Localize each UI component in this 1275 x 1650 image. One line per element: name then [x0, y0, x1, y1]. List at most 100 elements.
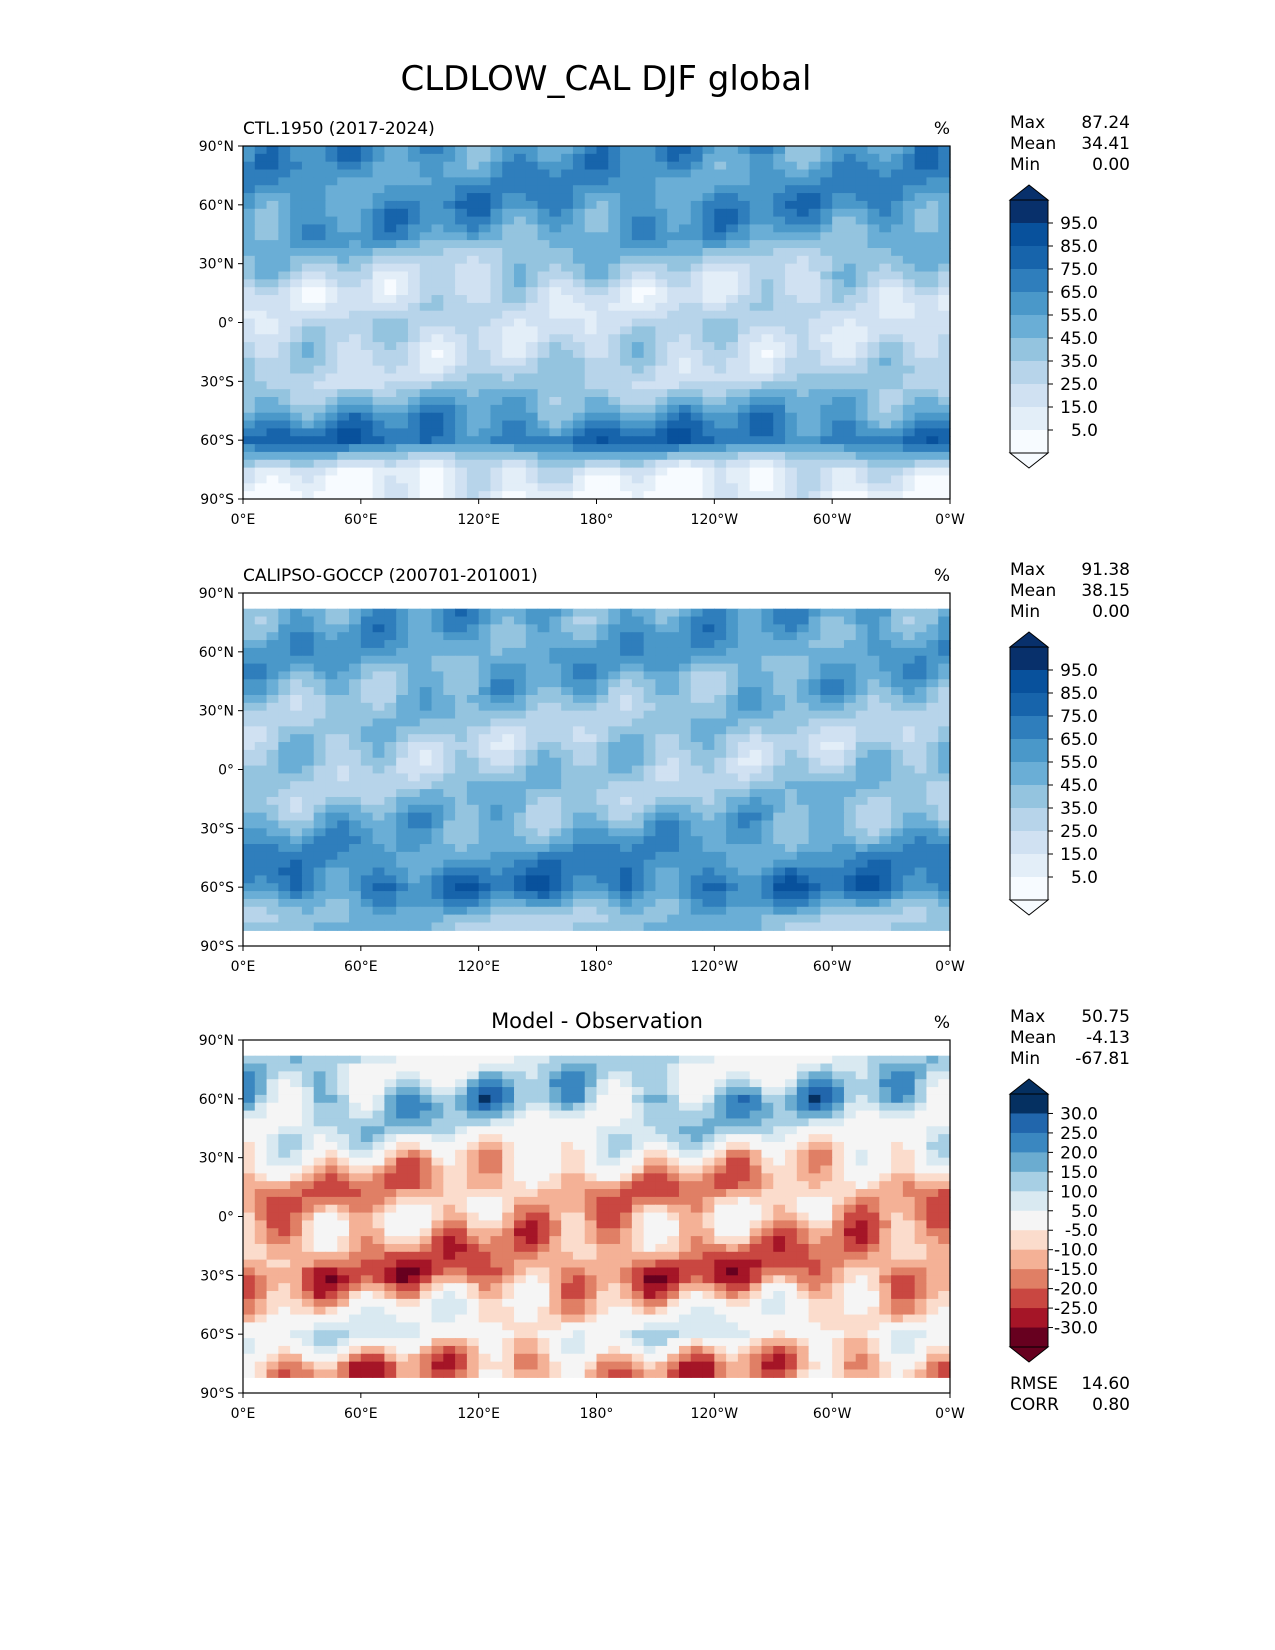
map-cell — [266, 679, 279, 688]
map-cell — [820, 718, 833, 727]
panel-observation: 0°E 60°E 120°E 180° 120°W 60°W 0°W90°N60°N30°N… — [199, 560, 1130, 975]
map-cell — [419, 193, 433, 202]
map-cell — [514, 177, 527, 186]
map-cell — [502, 859, 515, 869]
map-cell — [266, 193, 279, 202]
map-cell — [396, 671, 409, 680]
map-cell — [584, 851, 598, 861]
map-cell — [396, 789, 409, 798]
map-cell — [502, 295, 515, 304]
map-cell — [938, 710, 951, 720]
map-cell — [325, 844, 338, 853]
map-cell — [891, 161, 904, 171]
map-cell — [466, 671, 480, 680]
map-cell — [808, 271, 821, 280]
map-cell — [667, 153, 680, 163]
map-cell — [243, 687, 256, 696]
map-cell — [832, 781, 845, 790]
map-cell — [349, 334, 362, 343]
map-cell — [749, 428, 763, 437]
map-cell — [785, 397, 798, 406]
map-cell — [726, 263, 739, 273]
map-cell — [443, 671, 456, 680]
map-cell — [584, 326, 598, 335]
map-cell — [360, 742, 374, 751]
map-cell — [926, 287, 939, 296]
map-cell — [737, 718, 751, 727]
map-cell — [879, 373, 892, 382]
map-cell — [737, 624, 751, 633]
map-cell — [832, 310, 845, 320]
map-cell — [879, 844, 892, 853]
map-cell — [914, 451, 928, 461]
map-cell — [443, 820, 456, 829]
map-cell — [726, 608, 739, 618]
map-cell — [820, 679, 833, 688]
map-cell — [773, 412, 786, 422]
map-cell — [737, 467, 751, 477]
colorbar-tick-label: 5.0 — [1071, 421, 1098, 441]
colorbar-tick-label: 45.0 — [1060, 329, 1098, 349]
map-cell — [643, 310, 657, 320]
map-cell — [667, 483, 680, 492]
map-cell — [301, 146, 315, 155]
map-cell — [278, 169, 291, 178]
map-cell — [478, 640, 492, 649]
map-cell — [678, 781, 692, 790]
map-cell — [360, 247, 374, 257]
map-cell — [596, 224, 609, 233]
map-cell — [914, 467, 928, 477]
map-cell — [678, 475, 692, 484]
map-cell — [372, 161, 385, 171]
map-cell — [325, 459, 338, 469]
map-cell — [313, 726, 327, 735]
map-cell — [537, 749, 550, 759]
map-cell — [855, 687, 869, 696]
map-cell — [372, 718, 385, 727]
map-cell — [514, 169, 527, 178]
map-cell — [466, 891, 480, 900]
map-cell — [608, 436, 621, 445]
map-cell — [867, 742, 880, 751]
map-cell — [349, 318, 362, 328]
map-cell — [785, 616, 798, 625]
map-cell — [549, 185, 562, 194]
map-cell — [372, 789, 385, 798]
map-cell — [349, 365, 362, 375]
map-cell — [891, 702, 904, 712]
map-cell — [525, 491, 539, 500]
map-cell — [879, 836, 892, 845]
map-cell — [820, 216, 833, 226]
map-cell — [785, 640, 798, 649]
map-cell — [514, 891, 527, 900]
map-cell — [561, 420, 574, 429]
map-cell — [902, 734, 916, 743]
map-cell — [537, 326, 550, 335]
map-cell — [938, 224, 951, 233]
map-cell — [290, 177, 303, 186]
map-cell — [631, 718, 645, 727]
colorbar-bin — [1010, 407, 1048, 431]
map-cell — [443, 177, 456, 186]
map-cell — [290, 444, 303, 453]
map-cell — [584, 781, 598, 790]
map-cell — [902, 757, 916, 767]
map-cell — [243, 295, 256, 304]
map-cell — [455, 616, 468, 625]
map-cell — [419, 647, 433, 657]
map-cell — [867, 844, 880, 853]
map-cell — [678, 491, 692, 500]
map-cell — [773, 757, 786, 767]
map-cell — [867, 287, 880, 296]
map-cell — [914, 632, 928, 641]
map-cell — [290, 153, 303, 163]
map-cell — [301, 640, 315, 649]
map-cell — [690, 679, 704, 688]
map-cell — [785, 624, 798, 633]
map-cell — [290, 451, 303, 461]
map-cell — [337, 702, 350, 712]
map-cell — [608, 373, 621, 382]
map-cell — [325, 875, 338, 884]
map-cell — [478, 373, 492, 382]
map-cell — [396, 451, 409, 461]
